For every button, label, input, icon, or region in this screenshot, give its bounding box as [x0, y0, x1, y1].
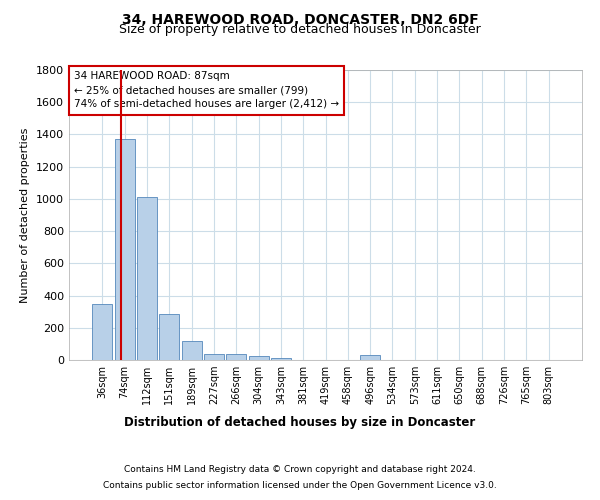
- Bar: [92, 304, 112, 360]
- Bar: [226, 354, 246, 360]
- Bar: [182, 340, 202, 360]
- Bar: [159, 314, 179, 360]
- Text: Size of property relative to detached houses in Doncaster: Size of property relative to detached ho…: [119, 22, 481, 36]
- Bar: [137, 198, 157, 360]
- Text: 34 HAREWOOD ROAD: 87sqm
← 25% of detached houses are smaller (799)
74% of semi-d: 34 HAREWOOD ROAD: 87sqm ← 25% of detache…: [74, 72, 339, 110]
- Bar: [271, 358, 291, 360]
- Bar: [248, 356, 269, 360]
- Y-axis label: Number of detached properties: Number of detached properties: [20, 128, 31, 302]
- Bar: [360, 355, 380, 360]
- Text: Contains HM Land Registry data © Crown copyright and database right 2024.: Contains HM Land Registry data © Crown c…: [124, 464, 476, 473]
- Text: Contains public sector information licensed under the Open Government Licence v3: Contains public sector information licen…: [103, 480, 497, 490]
- Text: 34, HAREWOOD ROAD, DONCASTER, DN2 6DF: 34, HAREWOOD ROAD, DONCASTER, DN2 6DF: [122, 12, 478, 26]
- Bar: [204, 354, 224, 360]
- Text: Distribution of detached houses by size in Doncaster: Distribution of detached houses by size …: [124, 416, 476, 429]
- Bar: [115, 140, 135, 360]
